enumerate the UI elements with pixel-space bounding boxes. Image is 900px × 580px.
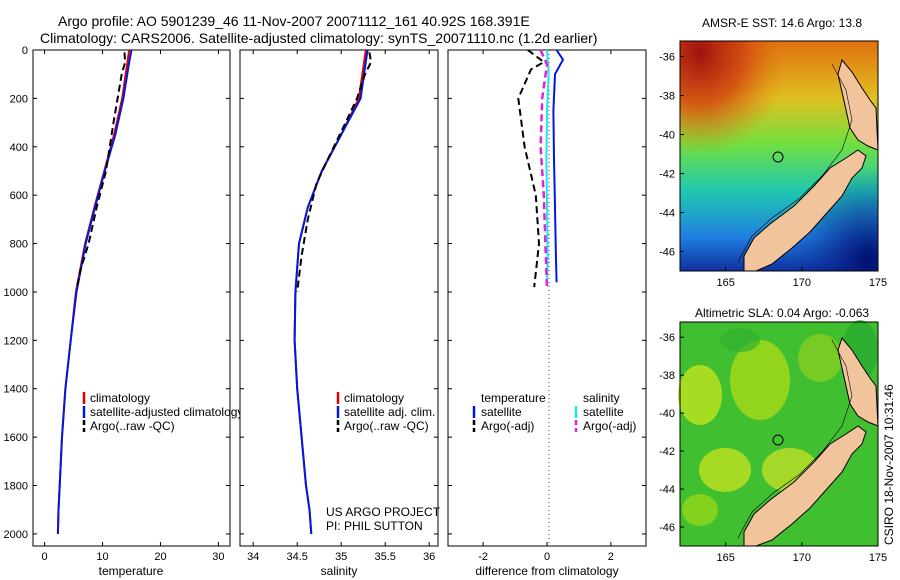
y-tick-label: 1800 <box>4 481 28 493</box>
map-y-tick-label: -36 <box>659 52 675 64</box>
legend-argo-label: Argo(..raw -QC) <box>90 419 175 433</box>
map-x-tick-label: 165 <box>717 277 735 289</box>
series-line-salinity-argo-adj <box>539 49 549 290</box>
sla-blob <box>720 328 760 352</box>
sst-map-title: AMSR-E SST: 14.6 Argo: 13.8 <box>702 16 862 30</box>
sla-blob <box>682 494 718 526</box>
legend-sal-argo-label: Argo(-adj) <box>583 419 636 433</box>
project-note-line1: US ARGO PROJECT <box>326 505 441 519</box>
sla-nz-land <box>743 425 867 547</box>
sla-map-panel: Altimetric SLA: 0.04 Argo: -0.063 165 170… <box>659 306 887 564</box>
x-tick-label: -2 <box>478 551 488 563</box>
y-tick-label: 1600 <box>4 432 28 444</box>
x-tick-label: 35.5 <box>374 551 395 563</box>
sla-blob <box>678 365 722 425</box>
figure-title-line2: Climatology: CARS2006. Satellite-adjuste… <box>40 30 597 46</box>
map-y-tick-label: -40 <box>659 408 675 420</box>
sla-shelf-contour <box>737 339 853 539</box>
series-line-temperature-argo-adj <box>517 49 545 288</box>
map-x-tick-label: 175 <box>869 277 887 289</box>
sla-map-frame <box>679 321 879 547</box>
difference-legend: temperature salinity satellite Argo(-adj… <box>472 391 636 433</box>
legend-sal-argo-label: Argo(..raw -QC) <box>344 419 429 433</box>
sla-nz-north-land <box>837 336 879 427</box>
x-tick-label: 36 <box>423 551 435 563</box>
temperature-xlabel: temperature <box>99 564 164 578</box>
x-tick-label: 10 <box>96 551 108 563</box>
legend-temp-argo-label: Argo(-adj) <box>481 419 534 433</box>
sst-map-panel: AMSR-E SST: 14.6 Argo: 13.8 165 170 175 -36… <box>659 16 887 289</box>
legend-temp-sat-label: satellite <box>481 405 522 419</box>
legend-satellite-label: satellite-adjusted climatology <box>90 405 243 419</box>
map-y-tick-label: -40 <box>659 130 675 142</box>
series-line-argo-raw-qc <box>75 52 127 290</box>
series-line-temperature-satellite <box>552 49 564 283</box>
y-tick-label: 800 <box>10 239 28 251</box>
map-y-tick-label: -42 <box>659 446 675 458</box>
project-note-line2: PI: PHIL SUTTON <box>326 519 423 533</box>
y-tick-label: 400 <box>10 142 28 154</box>
figure-title-line1: Argo profile: AO 5901239_46 11-Nov-2007 … <box>58 13 530 29</box>
salinity-panel: 34 34.5 35 35.5 36 salinity climatology sate… <box>239 49 441 578</box>
map-x-tick-label: 170 <box>793 277 811 289</box>
salinity-legend: climatology satellite adj. clim. Argo(..… <box>336 391 435 433</box>
legend-climatology-label: climatology <box>90 391 150 405</box>
y-tick-label: 200 <box>10 93 28 105</box>
legend-sal-sat-label: satellite <box>583 405 624 419</box>
map-y-tick-label: -44 <box>659 484 675 496</box>
x-tick-label: 0 <box>544 551 550 563</box>
x-tick-label: 2 <box>608 551 614 563</box>
x-tick-label: 0 <box>42 551 48 563</box>
legend-sal-satellite-label: satellite adj. clim. <box>344 405 435 419</box>
y-tick-label: 2000 <box>4 529 28 541</box>
map-x-tick-label: 165 <box>717 552 735 564</box>
salinity-xlabel: salinity <box>321 564 358 578</box>
series-line-argo-raw-qc <box>296 52 373 293</box>
map-x-tick-label: 175 <box>869 552 887 564</box>
sla-blob <box>699 448 751 492</box>
legend-temperature-title: temperature <box>481 391 546 405</box>
map-y-tick-label: -42 <box>659 169 675 181</box>
legend-sal-climatology-label: climatology <box>344 391 404 405</box>
y-tick-label: 0 <box>22 45 28 57</box>
x-tick-label: 20 <box>154 551 166 563</box>
legend-salinity-title: salinity <box>583 391 620 405</box>
timestamp-stamp: CSIRO 18-Nov-2007 10:31:46 <box>882 384 896 545</box>
sst-map-frame <box>679 40 879 272</box>
sst-argo-marker <box>772 151 784 163</box>
series-line-salinity-satellite <box>545 49 550 283</box>
map-y-tick-label: -46 <box>659 522 675 534</box>
map-y-tick-label: -46 <box>659 247 675 259</box>
x-tick-label: 35 <box>335 551 347 563</box>
x-tick-label: 34.5 <box>286 551 307 563</box>
y-tick-label: 1400 <box>4 384 28 396</box>
salinity-axes-frame <box>239 49 439 547</box>
y-tick-label: 1000 <box>4 287 28 299</box>
difference-panel: -2 0 2 difference from climatology tempera… <box>447 49 647 578</box>
map-y-tick-label: -38 <box>659 370 675 382</box>
temperature-axes-frame <box>32 49 231 547</box>
x-tick-label: 34 <box>247 551 259 563</box>
map-y-tick-label: -44 <box>659 208 675 220</box>
sst-nz-land <box>743 149 867 272</box>
series-line-satellite-adj-clim <box>293 49 369 534</box>
sla-blob <box>730 340 790 420</box>
map-y-tick-label: -38 <box>659 91 675 103</box>
difference-xlabel: difference from climatology <box>475 564 618 578</box>
x-tick-label: 30 <box>212 551 224 563</box>
y-tick-label: 1200 <box>4 335 28 347</box>
sla-blob <box>798 334 842 382</box>
temperature-legend: climatology satellite-adjusted climatolo… <box>82 391 243 433</box>
y-tick-label: 600 <box>10 190 28 202</box>
temperature-panel: 0 10 20 30 0 200 400 600 800 1000 1200 1400 1600 1800… <box>4 45 244 578</box>
map-x-tick-label: 170 <box>793 552 811 564</box>
sla-map-title: Altimetric SLA: 0.04 Argo: -0.063 <box>695 306 869 320</box>
sla-argo-marker <box>772 434 784 446</box>
map-y-tick-label: -36 <box>659 332 675 344</box>
sst-nz-north-land <box>837 58 879 151</box>
sst-shelf-contour <box>737 63 853 263</box>
